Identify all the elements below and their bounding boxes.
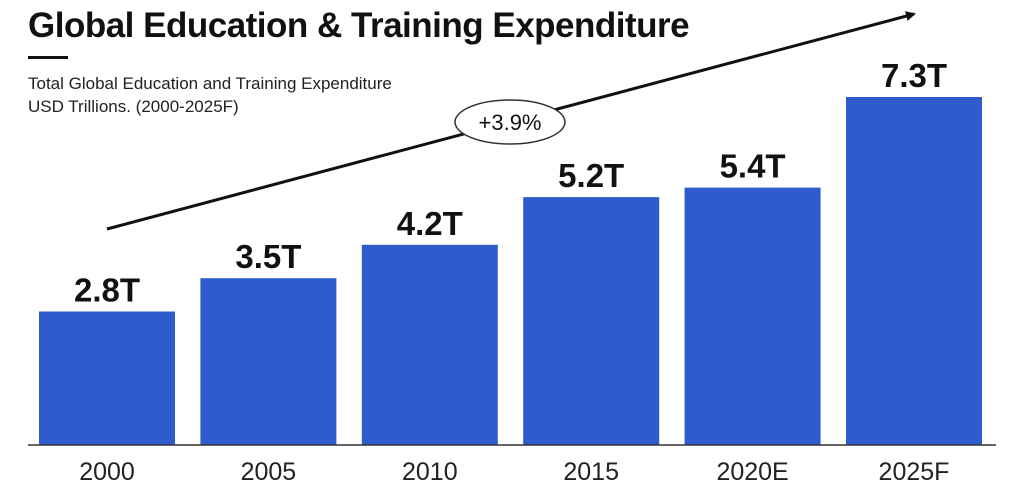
x-tick-label-2020e: 2020E [716, 458, 788, 486]
subtitle-line-2: USD Trillions. (2000-2025F) [28, 97, 239, 116]
data-label-2000: 2.8T [74, 272, 140, 309]
bar-2015 [523, 197, 660, 445]
bar-2005 [200, 278, 337, 445]
title-underline [28, 56, 68, 59]
data-label-2005: 3.5T [235, 238, 301, 275]
x-tick-label-2015: 2015 [563, 458, 619, 486]
x-tick-label-2005: 2005 [241, 458, 297, 486]
growth-rate-badge [454, 99, 566, 145]
data-label-2010: 4.2T [397, 205, 463, 242]
bar-series: 2.8T 2000 3.5T 2005 4.2T 2010 5.2T 2015 5.4T 2020… [39, 57, 982, 486]
bar-2010 [361, 244, 498, 445]
bar-2020e [684, 187, 821, 445]
data-label-2025f: 7.3T [881, 57, 947, 94]
chart-title: Global Education & Training Expenditure [28, 6, 690, 45]
chart-subtitle: Total Global Education and Training Expe… [28, 72, 392, 118]
x-tick-label-2025f: 2025F [879, 458, 950, 486]
bar-2025f [846, 97, 982, 445]
data-label-2015: 5.2T [558, 157, 624, 194]
x-tick-label-2000: 2000 [79, 458, 135, 486]
growth-rate-label: +3.9% [479, 110, 542, 135]
subtitle-line-1: Total Global Education and Training Expe… [28, 74, 392, 93]
x-tick-label-2010: 2010 [402, 458, 458, 486]
bar-2000 [39, 311, 175, 445]
data-label-2020e: 5.4T [720, 148, 786, 185]
